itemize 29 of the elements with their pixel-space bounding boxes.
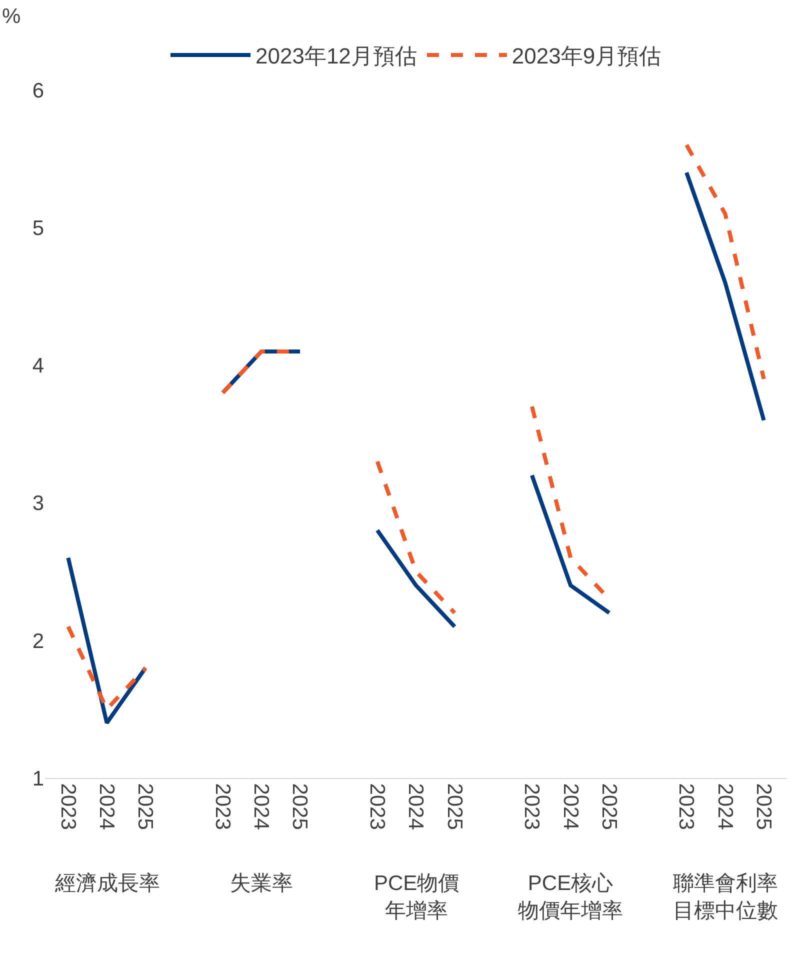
x-tick-label: 2024 <box>404 783 428 830</box>
y-tick-label: 3 <box>32 492 44 516</box>
legend-label: 2023年12月預估 <box>256 44 417 69</box>
x-tick-label: 2025 <box>134 783 157 830</box>
y-tick-label: 1 <box>32 767 44 790</box>
text: 失業率 <box>230 872 293 895</box>
x-tick-label: 2023 <box>366 783 389 830</box>
x-tick-label: 2025 <box>288 783 312 830</box>
x-tick-label: 2023 <box>674 783 698 830</box>
text: 經濟成長率 <box>54 872 160 895</box>
x-tick-label: 2023 <box>56 783 80 830</box>
x-tick-label: 2023 <box>520 783 544 830</box>
y-tick-label: 4 <box>32 354 44 378</box>
text: 聯準會利率目標中位數 <box>673 872 778 922</box>
x-tick-label: 2025 <box>442 783 466 830</box>
x-tick-label: 2024 <box>713 783 736 830</box>
x-tick-label: 2024 <box>95 783 118 830</box>
x-tick-label: 2024 <box>558 783 582 830</box>
y-tick-label: 5 <box>32 216 44 240</box>
text: PCE核心物價年增率 <box>518 872 623 922</box>
x-tick-label: 2023 <box>210 783 234 830</box>
x-tick-label: 2025 <box>752 783 775 830</box>
x-tick-label: 2025 <box>597 783 620 830</box>
y-tick-label: 6 <box>32 79 44 102</box>
y-axis-title: % <box>2 5 21 28</box>
x-tick-label: 2024 <box>250 783 273 830</box>
y-tick-label: 2 <box>32 630 44 653</box>
text: PCE物價年增率 <box>374 872 460 922</box>
legend-label: 2023年9月預估 <box>512 44 662 69</box>
